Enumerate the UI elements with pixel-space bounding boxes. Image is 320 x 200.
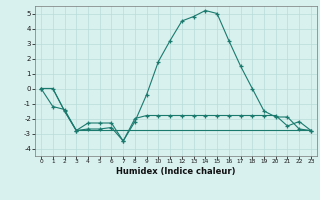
X-axis label: Humidex (Indice chaleur): Humidex (Indice chaleur) <box>116 167 236 176</box>
